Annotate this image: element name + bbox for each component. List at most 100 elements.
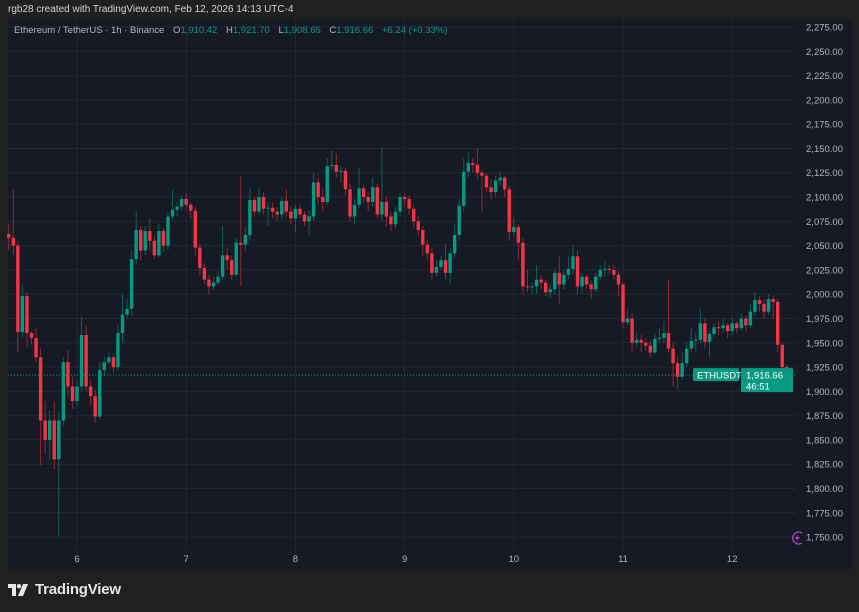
candle-body (220, 255, 225, 277)
candle-body (530, 286, 534, 288)
candle-body (562, 274, 566, 285)
candle-body (607, 268, 612, 270)
candle-body (698, 323, 703, 340)
tradingview-brand[interactable]: TradingView (8, 581, 121, 598)
candle-body (712, 327, 716, 335)
candle (16, 240, 20, 353)
candle (430, 247, 434, 280)
candle (371, 177, 375, 207)
candle-body (34, 337, 38, 358)
brand-name: TradingView (35, 581, 121, 598)
candle (284, 189, 288, 217)
candle (266, 201, 270, 227)
candle (448, 249, 452, 285)
candle-body (503, 177, 507, 190)
candle-body (753, 300, 757, 312)
candle-body (148, 231, 152, 241)
candle (220, 226, 225, 280)
candle-body (275, 211, 279, 215)
candle (375, 183, 379, 219)
candle-body (412, 208, 416, 222)
candle-body (448, 253, 452, 273)
candle (107, 352, 111, 365)
candle-body (107, 357, 111, 363)
y-tick-label: 2,275.00 (806, 23, 843, 34)
x-tick-label: 9 (402, 554, 407, 565)
candle (161, 228, 166, 252)
lightning-icon[interactable] (792, 531, 803, 545)
candle (443, 243, 448, 280)
candle (93, 389, 97, 423)
open-label: O (172, 25, 181, 36)
candle (184, 193, 188, 209)
y-tick-label: 2,175.00 (806, 120, 843, 131)
candle (357, 167, 361, 209)
candle (452, 224, 457, 258)
price-tag-box (741, 368, 793, 393)
candle (402, 193, 407, 207)
candle-body (594, 276, 598, 290)
candle-body (202, 267, 207, 280)
candle-body (776, 301, 780, 345)
candle (111, 354, 116, 372)
candle-body (725, 325, 730, 332)
candle (179, 195, 184, 211)
candle-body (575, 256, 580, 287)
candle-body (721, 325, 725, 329)
candle-body (716, 327, 721, 329)
candle-body (84, 334, 88, 387)
candle-body (366, 197, 370, 202)
candle (657, 328, 662, 343)
x-tick-label: 10 (509, 554, 520, 565)
candle-body (580, 276, 584, 287)
candle (575, 250, 580, 295)
candle-body (534, 279, 539, 287)
candle (716, 321, 721, 335)
candle (102, 356, 106, 377)
candle-body (462, 171, 466, 206)
candle-body (452, 234, 457, 254)
candle (311, 172, 316, 221)
candle-body (484, 175, 489, 188)
candle-body (612, 269, 616, 275)
candle-body (152, 240, 157, 256)
candle (216, 270, 220, 285)
candle-body (748, 311, 753, 326)
candle (725, 323, 730, 338)
candle-body (675, 363, 680, 377)
candle (152, 235, 157, 260)
candle (634, 333, 639, 348)
ticker-tag-box (693, 368, 739, 382)
low-value: 1,908.65 (283, 25, 321, 36)
candle (462, 158, 466, 212)
candle (52, 401, 56, 470)
candle (393, 206, 398, 229)
candle-body (680, 363, 684, 377)
y-tick-label: 2,250.00 (806, 47, 843, 58)
close-label: C (329, 25, 337, 36)
candle (230, 255, 234, 280)
candle-body (139, 230, 143, 251)
candle-body (266, 207, 270, 209)
candle-body (211, 282, 216, 287)
candle (261, 192, 266, 215)
candle-body (230, 260, 234, 275)
candle (503, 175, 507, 198)
candle-body (334, 164, 339, 172)
candle (148, 218, 152, 251)
candle (584, 274, 589, 290)
candle-body (57, 420, 61, 460)
x-tick-label: 6 (74, 554, 79, 565)
y-tick-label: 1,975.00 (806, 314, 843, 325)
candle-body (321, 197, 325, 202)
candle-body (603, 268, 607, 270)
candle (166, 212, 170, 250)
candle (512, 218, 516, 236)
candle-body (61, 362, 66, 421)
candle-body (480, 172, 484, 176)
candle (120, 294, 125, 343)
candle (580, 272, 584, 295)
candle-body (352, 204, 357, 217)
y-tick-label: 2,050.00 (806, 241, 843, 252)
